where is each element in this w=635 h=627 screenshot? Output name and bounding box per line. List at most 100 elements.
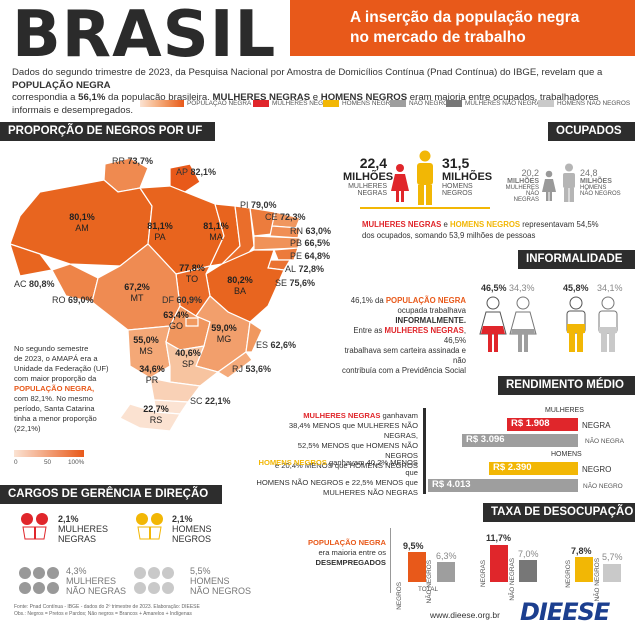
- footer-notes: Fonte: Pnad Contínua - IBGE - dados do 2…: [14, 604, 200, 618]
- legend-mulheres-negras: MULHERES NEGRAS: [253, 100, 336, 107]
- uf-value: 80,8%: [29, 279, 55, 289]
- legend-label: HOMENS NEGROS: [342, 100, 400, 107]
- informalidade-text: 46,1% da POPULAÇÃO NEGRA ocupada trabalh…: [336, 296, 466, 376]
- ocupados-hn-value: 31,5: [442, 155, 470, 171]
- uf-note-line: de 2023, o AMAPÁ era a: [14, 354, 98, 363]
- rend-bar-hn: R$ 2.390: [489, 462, 578, 475]
- uf-code: RN: [290, 226, 303, 236]
- cargos-hn-l1: HOMENS: [172, 524, 212, 534]
- deso-t1: POPULAÇÃO NEGRA: [307, 538, 386, 547]
- uf-value: 63,4%: [163, 310, 189, 320]
- inf-t5: Entre as: [353, 326, 385, 335]
- cargos-mnn-l2: NÃO NEGRAS: [66, 586, 127, 596]
- deso-mn-value: 11,7%: [486, 533, 512, 543]
- legend-homens-nao-negros: HOMENS NÃO NEGROS: [538, 100, 630, 107]
- uf-code: AP: [176, 167, 189, 177]
- uf-value: 80,1%: [69, 212, 95, 222]
- uf-label-pe: PE 64,8%: [290, 251, 330, 261]
- uf-label-mg: 59,0% MG: [204, 323, 244, 345]
- uf-code: MT: [130, 293, 144, 303]
- uf-code: SE: [275, 278, 288, 288]
- legend-label: POPULAÇÃO NEGRA: [187, 100, 252, 107]
- footer-site[interactable]: www.dieese.org.br: [430, 610, 500, 620]
- uf-value: 72,3%: [280, 212, 306, 222]
- uf-note-line: Unidade da Federação (UF): [14, 364, 109, 373]
- section-cargos-header: CARGOS DE GERÊNCIA E DIREÇÃO: [0, 485, 222, 504]
- deso-hnn-value: 5,7%: [602, 552, 623, 562]
- section-cargos-title: CARGOS DE GERÊNCIA E DIREÇÃO: [8, 488, 209, 500]
- uf-note-line: com 82,1%. No mesmo: [14, 394, 93, 403]
- legend-label: NÃO NEGROS: [409, 100, 453, 107]
- header-banner: [290, 0, 635, 56]
- uf-code: DF: [162, 295, 174, 305]
- cargos-hnn-l1: HOMENS: [190, 576, 230, 586]
- uf-note-line: No segundo semestre: [14, 344, 89, 353]
- uf-value: 59,0%: [211, 323, 237, 333]
- cargos-mnn-l1: MULHERES: [66, 576, 117, 586]
- deso-lbl-nao-negros: NÃO NEGROS: [426, 560, 433, 604]
- inf-t2: POPULAÇÃO NEGRA: [385, 296, 466, 305]
- uf-label-rn: RN 63,0%: [290, 226, 331, 236]
- rend-mn5: e 20,4% MENOS que HOMENS NEGROS: [274, 461, 418, 470]
- uf-label-ms: 55,0% MS: [126, 335, 166, 357]
- legend-swatch: [390, 100, 406, 107]
- map-rj: [216, 351, 253, 379]
- ocupados-note-d: representavam 54,5%: [520, 220, 599, 229]
- woman-red-icon: [391, 164, 409, 202]
- rend-hn2: ganhavam 40,2% MENOS que: [326, 458, 418, 477]
- ocupados-note: MULHERES NEGRAS e HOMENS NEGROS represen…: [362, 219, 599, 241]
- ocupados-note-c: HOMENS NEGROS: [449, 220, 521, 229]
- section-informalidade-header: INFORMALIDADE: [518, 250, 635, 269]
- deso-lbl-negros: NEGROS: [396, 582, 403, 610]
- deso-lbl-nao-negros-h: NÃO NEGROS: [594, 558, 601, 602]
- brazil-map: [9, 157, 301, 431]
- uf-label-se: SE 75,6%: [275, 278, 315, 288]
- legend-nao-negros: NÃO NEGROS: [390, 100, 452, 107]
- uf-value: 64,8%: [304, 251, 331, 261]
- ocupados-mn-text: 22,4 MILHÕES MULHERES NEGRAS: [343, 155, 394, 197]
- ocupados-divider: [360, 207, 490, 209]
- cargos-mn-l1: MULHERES: [58, 524, 109, 534]
- legend-swatch: [323, 100, 339, 107]
- section-ocupados-title: OCUPADOS: [556, 125, 622, 137]
- rend-mn2: ganhavam: [380, 411, 418, 420]
- rend-val-hnn: R$ 4.013: [432, 479, 471, 490]
- uf-code: TO: [185, 274, 199, 284]
- cargos-mnn-icon: [19, 567, 59, 594]
- uf-code: PA: [154, 232, 166, 242]
- uf-label-pi: PI 79,0%: [240, 200, 277, 210]
- banner-line-2: no mercado de trabalho: [350, 29, 526, 46]
- map-pr: [149, 377, 202, 403]
- intro-p3: da população brasileira.: [105, 92, 213, 103]
- ocupados-hnn-unit: MILHÕES: [580, 178, 612, 185]
- uf-label-es: ES 62,6%: [256, 340, 296, 350]
- uf-code: MG: [216, 334, 232, 344]
- uf-code: MA: [209, 232, 223, 242]
- uf-code: PR: [145, 375, 159, 385]
- rend-lbl-negra: NEGRA: [582, 421, 611, 430]
- deso-t2: era maioria entre os: [318, 548, 386, 557]
- uf-label-sc: SC 22,1%: [190, 396, 231, 406]
- scale-mid: 50: [44, 459, 52, 466]
- cargos-hn-text: 2,1% HOMENS NEGROS: [172, 514, 212, 544]
- man-yellow-icon: [417, 150, 433, 205]
- uf-value: 40,6%: [175, 348, 201, 358]
- ocupados-mn-unit: MILHÕES: [343, 171, 394, 183]
- rend-hn1: HOMENS NEGROS: [258, 458, 327, 467]
- map-al: [273, 247, 299, 261]
- rend-mn3: 38,4% MENOS que MULHERES NÃO NEGRAS,: [288, 421, 418, 440]
- uf-value: 66,5%: [304, 238, 331, 248]
- rend-val-mnn: R$ 3.096: [466, 434, 505, 445]
- deso-bar-hnn: [603, 564, 621, 582]
- deso-bar-total-nao: [437, 562, 455, 582]
- uf-value: 67,2%: [124, 282, 150, 292]
- deso-lbl-nao-negras: NÃO NEGRAS: [509, 558, 516, 601]
- inf-t7: , 46,5%: [443, 326, 466, 345]
- inf-hn-value: 45,8%: [563, 283, 589, 293]
- uf-label-ce: CE 72,3%: [265, 212, 306, 222]
- intro-text: Dados do segundo trimestre de 2023, da P…: [12, 67, 627, 117]
- uf-label-pa: 81,1% PA: [140, 221, 180, 243]
- uf-label-sp: 40,6% SP: [168, 348, 208, 370]
- cargos-mn-text: 2,1% MULHERES NEGRAS: [58, 514, 108, 544]
- section-rendimento-title: RENDIMENTO MÉDIO: [506, 379, 624, 391]
